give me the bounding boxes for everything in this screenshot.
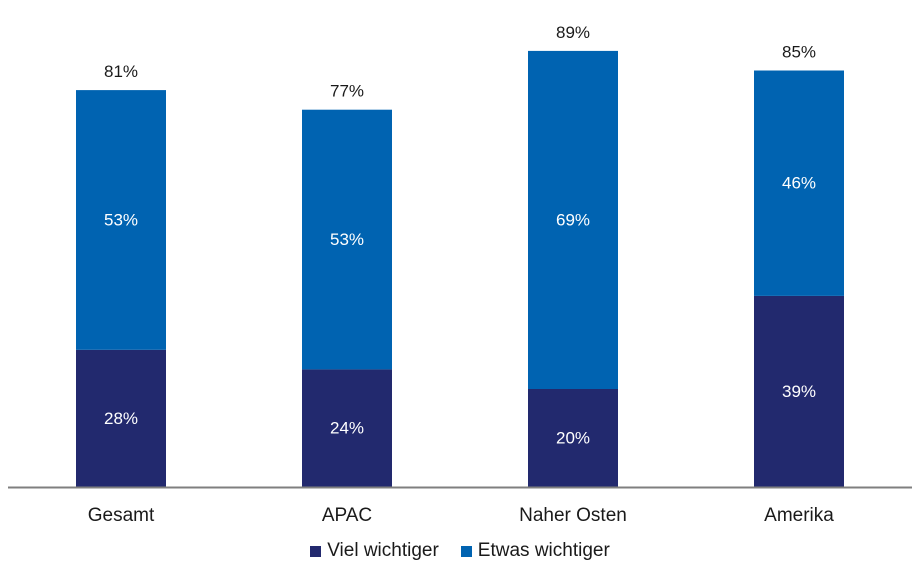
data-label-naher-osten-viel-wichtiger: 20% bbox=[556, 428, 590, 447]
legend-swatch-viel-wichtiger bbox=[310, 545, 322, 557]
legend-item-viel-wichtiger: Viel wichtiger bbox=[310, 540, 439, 562]
bars-group bbox=[76, 50, 844, 487]
bar-amerika-etwas-wichtiger bbox=[754, 70, 844, 296]
data-label-amerika-viel-wichtiger: 39% bbox=[782, 382, 816, 401]
bar-naher-osten-etwas-wichtiger bbox=[528, 50, 618, 390]
total-label-apac: 77% bbox=[330, 82, 364, 101]
category-label-amerika: Amerika bbox=[764, 505, 834, 526]
data-label-gesamt-etwas-wichtiger: 53% bbox=[104, 210, 138, 229]
bar-amerika-viel-wichtiger bbox=[754, 295, 844, 487]
bar-apac-etwas-wichtiger bbox=[302, 109, 392, 370]
data-label-naher-osten-etwas-wichtiger: 69% bbox=[556, 210, 590, 229]
bar-gesamt-viel-wichtiger bbox=[76, 349, 166, 487]
category-label-gesamt: Gesamt bbox=[88, 505, 155, 526]
data-label-apac-viel-wichtiger: 24% bbox=[330, 419, 364, 438]
legend-label-viel-wichtiger: Viel wichtiger bbox=[327, 540, 439, 561]
total-label-amerika: 85% bbox=[782, 43, 816, 62]
category-label-apac: APAC bbox=[322, 505, 372, 526]
labels-group: 28% 53% 81% Gesamt 24% 53% 77% APAC 20% 69% 89% Nah… bbox=[88, 23, 835, 526]
data-label-gesamt-viel-wichtiger: 28% bbox=[104, 409, 138, 428]
total-label-gesamt: 81% bbox=[104, 62, 138, 81]
data-label-amerika-etwas-wichtiger: 46% bbox=[782, 174, 816, 193]
legend: Viel wichtiger Etwas wichtiger bbox=[0, 540, 920, 562]
legend-swatch-etwas-wichtiger bbox=[460, 545, 472, 557]
data-label-apac-etwas-wichtiger: 53% bbox=[330, 230, 364, 249]
bar-apac-viel-wichtiger bbox=[302, 369, 392, 487]
category-label-naher-osten: Naher Osten bbox=[519, 505, 627, 526]
legend-item-etwas-wichtiger: Etwas wichtiger bbox=[460, 540, 610, 562]
legend-label-etwas-wichtiger: Etwas wichtiger bbox=[477, 540, 610, 561]
bar-gesamt-etwas-wichtiger bbox=[76, 90, 166, 350]
bar-naher-osten-viel-wichtiger bbox=[528, 389, 618, 487]
total-label-naher-osten: 89% bbox=[556, 23, 590, 42]
